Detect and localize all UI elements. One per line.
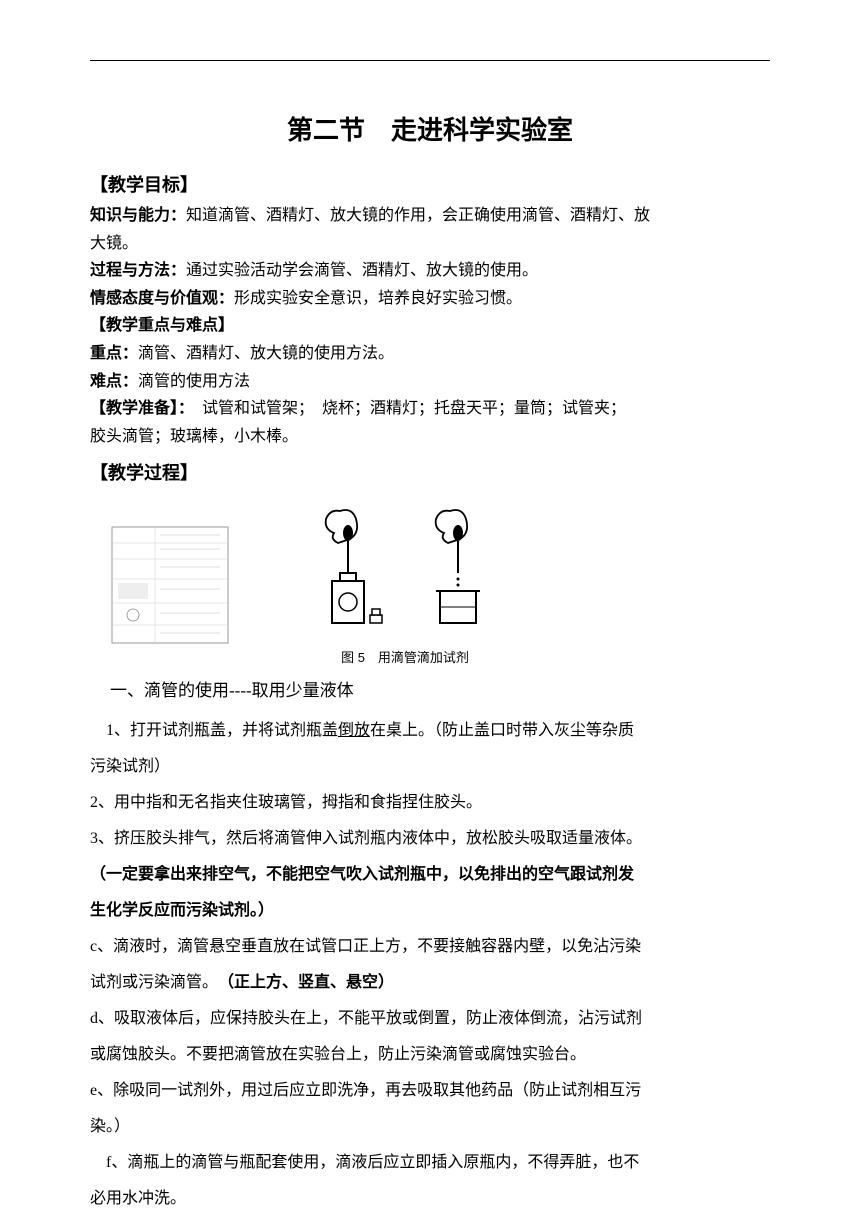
figure-caption: 图 5 用滴管滴加试剂 <box>290 647 520 666</box>
step-c-line-2: 试剂或污染滴管。 （正上方、竖直、悬空） <box>90 967 770 999</box>
attitude-text: 形成实验安全意识，培养良好实验习惯。 <box>234 290 522 307</box>
step-d-line-2: 或腐蚀胶头。不要把滴管放在实验台上，防止污染滴管或腐蚀实验台。 <box>90 1039 770 1071</box>
focus-text: 滴管、酒精灯、放大镜的使用方法。 <box>138 345 394 362</box>
attitude-label: 情感态度与价值观： <box>90 290 234 307</box>
subsection-1-title: 一、滴管的使用----取用少量液体 <box>110 676 770 701</box>
figure-row: 图 5 用滴管滴加试剂 <box>110 503 770 666</box>
page-title: 第二节 走进科学实验室 <box>90 110 770 147</box>
dropper-illustration-icon <box>290 503 520 643</box>
header-rule <box>90 60 770 61</box>
objective-header: 【教学目标】 <box>90 171 770 197</box>
note-bold-line-1: （一定要拿出来排空气，不能把空气吹入试剂瓶中，以免排出的空气跟试剂发 <box>90 859 770 891</box>
figure-table-thumbnail <box>110 525 230 645</box>
knowledge-label: 知识与能力： <box>90 207 186 224</box>
step-e-line-2: 染。） <box>90 1111 770 1143</box>
step-c-line-1: c、滴液时，滴管悬空垂直放在试管口正上方，不要接触容器内壁，以免沾污染 <box>90 931 770 963</box>
focus-line: 重点：滴管、酒精灯、放大镜的使用方法。 <box>90 341 770 367</box>
step-1-line-2: 污染试剂） <box>90 751 770 783</box>
step-f-line-1: f、滴瓶上的滴管与瓶配套使用，滴液后应立即插入原瓶内，不得弄脏，也不 <box>90 1147 770 1179</box>
difficulty-line: 难点：滴管的使用方法 <box>90 369 770 395</box>
step-1-underline: 倒放 <box>338 722 370 739</box>
prep-header: 【教学准备】： <box>90 400 186 417</box>
prep-line-1: 【教学准备】： 试管和试管架； 烧杯；酒精灯；托盘天平；量筒；试管夹； <box>90 396 770 422</box>
method-text: 通过实验活动学会滴管、酒精灯、放大镜的使用。 <box>186 262 538 279</box>
prep-text-1: 试管和试管架； 烧杯；酒精灯；托盘天平；量筒；试管夹； <box>186 400 626 417</box>
difficulty-text: 滴管的使用方法 <box>138 373 250 390</box>
method-label: 过程与方法： <box>90 262 186 279</box>
focus-label: 重点： <box>90 345 138 362</box>
step-f-line-2: 必用水冲洗。 <box>90 1183 770 1215</box>
step-d-line-1: d、吸取液体后，应保持胶头在上，不能平放或倒置，防止液体倒流，沾污试剂 <box>90 1003 770 1035</box>
knowledge-line-2: 大镜。 <box>90 231 770 257</box>
table-thumbnail-icon <box>110 525 230 645</box>
knowledge-line-1: 知识与能力：知道滴管、酒精灯、放大镜的作用，会正确使用滴管、酒精灯、放 <box>90 203 770 229</box>
step-3: 3、挤压胶头排气，然后将滴管伸入试剂瓶内液体中，放松胶头吸取适量液体。 <box>90 823 770 855</box>
step-1b: 在桌上。（防止盖口时带入灰尘等杂质 <box>370 722 634 739</box>
note-bold-line-2: 生化学反应而污染试剂。） <box>90 895 770 927</box>
knowledge-text-1: 知道滴管、酒精灯、放大镜的作用，会正确使用滴管、酒精灯、放 <box>186 207 650 224</box>
step-c-text: 试剂或污染滴管。 <box>90 974 210 991</box>
process-header: 【教学过程】 <box>90 459 770 485</box>
method-line: 过程与方法：通过实验活动学会滴管、酒精灯、放大镜的使用。 <box>90 258 770 284</box>
difficulty-label: 难点： <box>90 373 138 390</box>
figure-dropper: 图 5 用滴管滴加试剂 <box>290 503 520 666</box>
attitude-line: 情感态度与价值观：形成实验安全意识，培养良好实验习惯。 <box>90 286 770 312</box>
step-1-line-1: 1、打开试剂瓶盖，并将试剂瓶盖倒放在桌上。（防止盖口时带入灰尘等杂质 <box>90 715 770 747</box>
focus-header: 【教学重点与难点】 <box>90 313 770 339</box>
step-2: 2、用中指和无名指夹住玻璃管，拇指和食指捏住胶头。 <box>90 787 770 819</box>
step-c-bold: （正上方、竖直、悬空） <box>226 974 394 991</box>
step-e-line-1: e、除吸同一试剂外，用过后应立即洗净，再去吸取其他药品（防止试剂相互污 <box>90 1075 770 1107</box>
step-1a: 1、打开试剂瓶盖，并将试剂瓶盖 <box>106 722 338 739</box>
prep-line-2: 胶头滴管；玻璃棒，小木棒。 <box>90 424 770 450</box>
